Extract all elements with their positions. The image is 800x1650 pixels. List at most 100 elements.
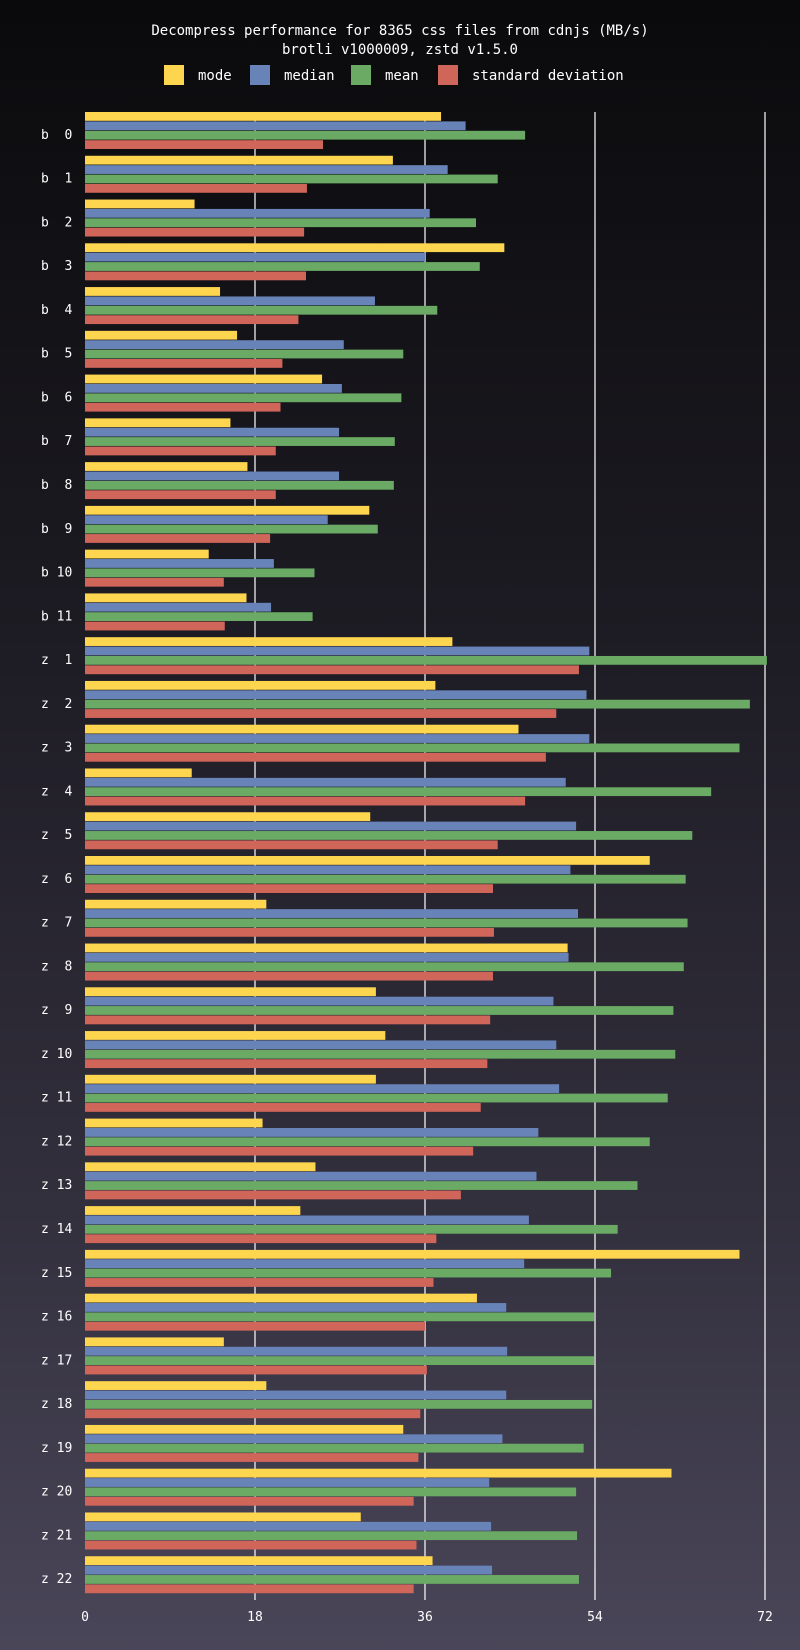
y-axis-labels: b 0 b 1 b 2 b 3 b 4 b 5 b 6 b 7 b 8 b 9 b 10 b 11 z … [41,128,72,1587]
bar-mean-z15 [85,1268,612,1278]
legend-label-median: median [284,68,335,84]
bar-standard-deviation-z15 [85,1278,434,1287]
y-tick-label: z 13 [41,1178,72,1193]
legend-swatch-standard-deviation [438,65,458,85]
bar-mode-z14 [85,1206,301,1215]
y-tick-label: z 7 [41,916,72,931]
y-tick-label: b 8 [41,478,72,493]
bar-mode-z1 [85,637,453,646]
bar-standard-deviation-z20 [85,1496,414,1506]
bar-mean-b9 [85,524,378,534]
legend-swatch-mean [351,65,371,85]
legend-swatch-median [250,65,270,85]
x-tick-label: 72 [757,1610,773,1625]
bar-mean-z22 [85,1575,579,1584]
bar-median-b4 [85,296,375,306]
bar-mode-z9 [85,987,376,997]
bar-standard-deviation-z17 [85,1365,427,1375]
x-tick-label: 36 [417,1610,433,1625]
bar-mean-z19 [85,1443,584,1453]
bar-median-b6 [85,383,342,393]
y-tick-label: z 9 [41,1003,72,1018]
bar-standard-deviation-z12 [85,1146,474,1156]
bar-mode-b10 [85,549,209,559]
bar-mode-z3 [85,724,519,734]
bar-median-z9 [85,996,554,1006]
bar-standard-deviation-z14 [85,1234,437,1244]
x-tick-label: 18 [247,1610,263,1625]
bar-mode-z16 [85,1293,477,1303]
bar-mean-z11 [85,1093,668,1103]
bar-standard-deviation-z11 [85,1103,481,1112]
bar-mode-b5 [85,330,238,340]
y-tick-label: b 0 [41,128,72,143]
bar-median-z14 [85,1215,529,1225]
bar-median-b11 [85,602,272,612]
y-tick-label: b 11 [41,609,72,624]
y-tick-label: z 16 [41,1310,72,1325]
bar-standard-deviation-z8 [85,971,493,981]
bar-mode-z8 [85,943,568,953]
y-tick-label: z 8 [41,959,72,974]
bar-standard-deviation-b4 [85,315,299,325]
bar-mean-z7 [85,918,688,928]
chart-title: Decompress performance for 8365 css file… [151,23,648,39]
bar-standard-deviation-b0 [85,140,323,149]
y-tick-label: z 11 [41,1091,72,1106]
legend-label-mean: mean [385,68,419,84]
bar-mode-z7 [85,899,267,909]
bar-mode-b6 [85,374,323,384]
y-tick-label: z 18 [41,1397,72,1412]
y-tick-label: z 21 [41,1528,72,1543]
x-tick-label: 0 [81,1610,89,1625]
y-tick-label: z 15 [41,1266,72,1281]
bar-standard-deviation-z3 [85,752,546,762]
legend-swatch-mode [164,65,184,85]
bar-median-z11 [85,1084,560,1094]
bar-median-z20 [85,1478,490,1487]
x-axis-ticks: 0 18 36 54 72 [81,1610,773,1625]
bar-mean-b5 [85,349,404,359]
bar-standard-deviation-z10 [85,1059,488,1069]
y-tick-label: z 3 [41,741,72,756]
bar-median-b3 [85,252,425,262]
bar-standard-deviation-b11 [85,621,225,631]
bar-mean-z4 [85,787,712,797]
bar-median-b0 [85,121,466,131]
bar-standard-deviation-z22 [85,1584,414,1594]
bar-mode-z6 [85,856,650,865]
bar-standard-deviation-z13 [85,1190,461,1200]
bar-mode-z5 [85,812,371,822]
bar-mean-z13 [85,1181,638,1190]
bar-median-b8 [85,471,340,481]
y-tick-label: z 6 [41,872,72,887]
y-tick-label: z 10 [41,1047,72,1062]
bar-standard-deviation-b2 [85,227,305,237]
chart-subtitle: brotli v1000009, zstd v1.5.0 [282,42,518,58]
bar-median-z22 [85,1565,493,1575]
bar-mean-b1 [85,174,498,184]
bar-mean-b10 [85,568,315,578]
y-tick-label: z 5 [41,828,72,843]
y-tick-label: z 17 [41,1353,72,1368]
y-tick-label: b 5 [41,347,72,362]
bar-mean-z17 [85,1356,595,1366]
bar-mode-z17 [85,1337,224,1347]
bar-standard-deviation-b9 [85,534,271,543]
y-tick-label: b 7 [41,434,72,449]
bar-mean-b2 [85,218,476,228]
bar-standard-deviation-z2 [85,709,557,718]
y-tick-label: z 1 [41,653,72,668]
y-tick-label: b 1 [41,172,72,187]
bar-mode-b7 [85,418,231,428]
bar-standard-deviation-b3 [85,271,306,281]
bar-mean-z8 [85,962,684,972]
bar-median-z17 [85,1346,508,1356]
bar-mean-b3 [85,262,480,271]
bar-median-b5 [85,340,344,350]
bar-median-z10 [85,1040,557,1050]
bar-mode-z22 [85,1556,433,1566]
bar-mean-b8 [85,480,394,490]
bar-standard-deviation-z21 [85,1540,417,1550]
